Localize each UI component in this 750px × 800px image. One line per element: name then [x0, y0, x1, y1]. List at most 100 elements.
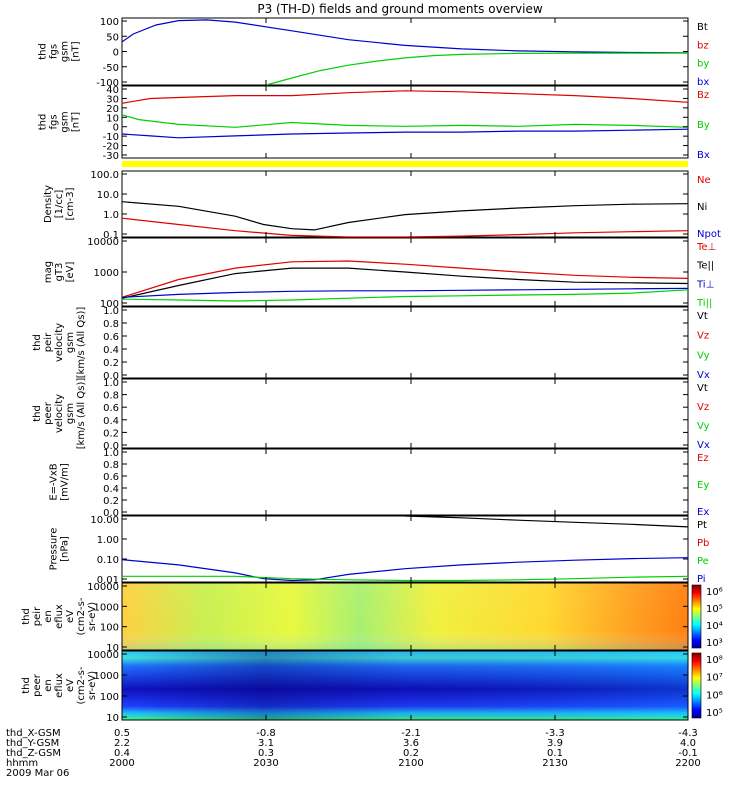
panel-frame	[121, 448, 689, 516]
y-tick-label: 0.6	[103, 403, 119, 414]
y-axis-label-line: thd	[21, 677, 32, 694]
axis-tick-label: 2200	[675, 758, 700, 769]
y-tick-label: 10	[106, 643, 119, 654]
y-axis-label-line: velocity	[54, 323, 65, 362]
series-Ti⊥	[121, 287, 689, 298]
legend-Ez: Ez	[697, 453, 709, 464]
colorbar-tick-label: 10⁶	[706, 690, 723, 701]
legend-Bt: Bt	[697, 22, 708, 33]
y-axis-label: Density[1/cc][cm-3]	[43, 185, 76, 223]
y-tick-label: 0.2	[103, 496, 119, 507]
y-axis-label-line: [mV/m]	[60, 463, 71, 501]
y-axis-label-line: gsm	[65, 332, 76, 353]
y-axis-label-line: mag	[43, 261, 54, 283]
panel-4: 10000 1000 100 maggT3[eV] Te⊥ Te|| Ti⊥ Ti||	[43, 237, 716, 310]
series-Pt	[404, 515, 689, 528]
series-Te||	[121, 267, 689, 299]
y-axis-label-line: gsm	[60, 41, 71, 62]
axis-tick-label: 0.3	[258, 748, 274, 759]
legend-Bx: Bx	[697, 150, 710, 161]
y-tick-label: 0.01	[97, 575, 119, 586]
y-tick-label: 1.0	[103, 378, 119, 389]
y-tick-label: 0.2	[103, 428, 119, 439]
flag-bar	[122, 161, 688, 167]
y-tick-label: 0.0	[103, 508, 119, 519]
y-tick-label: 10	[106, 713, 119, 724]
y-tick-label: 1000	[94, 268, 119, 279]
heatmap-shade	[122, 583, 688, 650]
colorbar-tick-label: 10⁸	[706, 655, 723, 666]
heatmap-shade	[122, 651, 688, 720]
colorbar	[691, 584, 702, 649]
legend-Te⊥: Te⊥	[696, 242, 716, 253]
y-axis-label-line: thd	[38, 114, 49, 131]
axis-tick-label: 0.1	[547, 748, 563, 759]
legend-Ex: Ex	[697, 507, 709, 518]
y-axis-label-line: peir	[43, 332, 54, 352]
y-tick-label: 100	[100, 299, 119, 310]
series-bx	[121, 19, 689, 54]
panel-frame	[121, 17, 689, 86]
axis-row: thd_X-GSM 0.5 -0.8 -2.1 -3.3 -4.3	[6, 728, 698, 739]
axis-tick-label: -0.1	[678, 748, 698, 759]
series-Ne	[121, 217, 689, 238]
axis-row-label: thd_Y-GSM	[6, 738, 59, 749]
colorbar-tick-label: 10⁴	[706, 621, 723, 632]
axis-row-label: thd_Z-GSM	[6, 748, 61, 759]
y-tick-label: 10000	[87, 237, 119, 248]
y-tick-label: 0.8	[103, 391, 119, 402]
y-tick-label: 10000	[87, 582, 119, 593]
y-tick-label: -50	[103, 63, 119, 74]
legend-By: By	[697, 120, 710, 131]
y-tick-label: 0.6	[103, 472, 119, 483]
series-Te⊥	[121, 260, 689, 298]
y-axis-label-line: [eV]	[65, 262, 76, 283]
y-axis-label: E=-VxB[mV/m]	[49, 463, 71, 501]
axis-tick-label: 0.4	[114, 748, 130, 759]
y-axis-label-line: peer	[32, 673, 43, 697]
y-axis-label-line: eV	[65, 679, 76, 692]
date-label: 2009 Mar 06	[6, 768, 69, 779]
y-axis-label-line: eflux	[54, 673, 65, 698]
y-axis-label-line: thd	[32, 334, 43, 351]
y-axis-label-line: (cm2-s-	[76, 597, 87, 635]
axis-tick-label: 3.9	[547, 738, 563, 749]
legend-Pi: Pi	[697, 574, 706, 585]
panel-frame	[121, 650, 689, 721]
y-tick-label: 0.8	[103, 460, 119, 471]
y-tick-label: 0.10	[97, 555, 119, 566]
y-axis-label-line: [nPa]	[60, 536, 71, 562]
y-tick-label: -30	[103, 151, 119, 162]
legend-Vt: Vt	[697, 383, 708, 394]
axis-tick-label: 0.2	[403, 748, 419, 759]
panel-10: 10⁸ 10⁷ 10⁶ 10⁵ 10000 1000 100 10 thdpeereneflux…	[21, 650, 723, 724]
y-axis-label-line: gsm	[60, 111, 71, 132]
y-axis-label-line: (cm2-s-	[76, 666, 87, 704]
y-axis-label-line: sr-eV)	[87, 602, 98, 631]
legend-Ti||: Ti||	[696, 298, 712, 309]
y-axis-label-line: velocity	[54, 394, 65, 433]
panel-5: 1.0 0.8 0.6 0.4 0.2 0.0 thdpeirvelocitygsm[km/…	[32, 306, 710, 382]
legend-Ti⊥: Ti⊥	[696, 279, 714, 290]
panels: 100500-50-100thdfgsgsm[nT]Btbzbybx403020…	[21, 17, 723, 724]
y-axis-label: thdfgsgsm[nT]	[38, 41, 82, 62]
series-Ni	[121, 201, 689, 231]
legend-Vz: Vz	[697, 331, 709, 342]
y-axis-label: thdpeirenefluxeV(cm2-s-sr-eV)	[21, 597, 98, 635]
axis-tick-label: -0.8	[256, 728, 276, 739]
panel-3: 100.0 10.0 1.0 0.1 Density[1/cc][cm-3] Ne Ni Np…	[43, 170, 721, 241]
y-axis-label-line: gT3	[54, 263, 65, 282]
y-tick-label: 1.0	[103, 210, 119, 221]
axis-tick-label: 2100	[398, 758, 423, 769]
y-tick-label: 10000	[87, 650, 119, 661]
y-tick-label: 0.4	[103, 484, 119, 495]
panel-1: 100 50 0 -50 -100 thdfgsgsm[nT] Bt bz by bx	[38, 17, 710, 89]
axis-row: thd_Y-GSM 2.2 3.1 3.6 3.9 4.0	[6, 738, 696, 749]
y-tick-label: 100	[100, 623, 119, 634]
axis-row: hhmm 2000 2030 2100 2130 2200	[6, 758, 701, 769]
series-Pi	[121, 557, 689, 582]
y-tick-label: -100	[96, 78, 119, 89]
series-By	[121, 114, 689, 128]
y-tick-label: 1.0	[103, 448, 119, 459]
